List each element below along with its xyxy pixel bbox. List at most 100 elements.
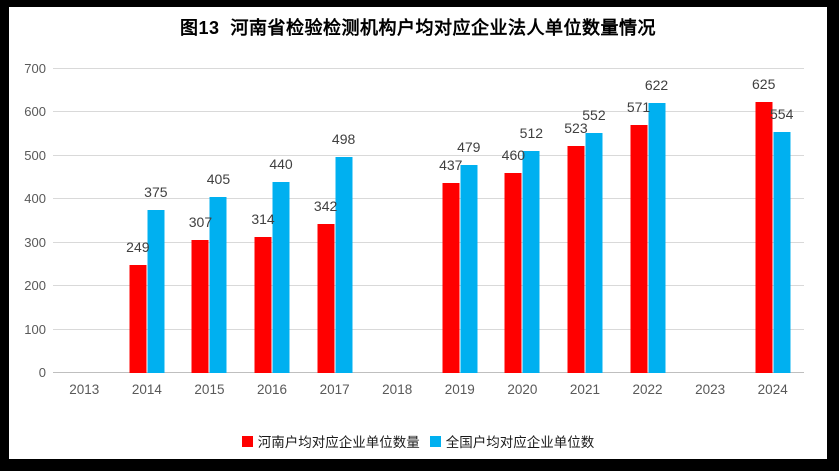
bar-wrap: 554 bbox=[770, 69, 794, 373]
data-label-national_series-2017: 498 bbox=[331, 130, 356, 147]
gridline bbox=[53, 328, 804, 330]
gridline bbox=[53, 285, 804, 287]
category-slot-2014: 249 375 bbox=[116, 69, 179, 373]
category-slot-2019: 437 479 bbox=[429, 69, 492, 373]
y-tick-label: 600 bbox=[24, 104, 46, 120]
bar-national_series-2021 bbox=[585, 133, 603, 373]
bar-henan_series-2015 bbox=[191, 239, 209, 373]
x-axis-line bbox=[53, 372, 804, 373]
bar-wrap: 460 bbox=[501, 69, 526, 373]
plot-area: 249 375 307 405 314 440 342 498 437 479 460 512 523 5… bbox=[53, 68, 804, 373]
bar-pair-2016: 314 440 bbox=[251, 69, 293, 373]
bar-national_series-2024 bbox=[773, 132, 791, 373]
bar-national_series-2015 bbox=[209, 197, 227, 373]
data-label-national_series-2015: 405 bbox=[206, 171, 231, 188]
bar-wrap: 249 bbox=[126, 69, 150, 373]
data-label-henan_series-2022: 571 bbox=[626, 99, 651, 116]
category-slot-2021: 523 552 bbox=[554, 69, 617, 373]
bar-pair-2021: 523 552 bbox=[564, 69, 606, 373]
bar-pair-2014: 249 375 bbox=[126, 69, 168, 373]
category-slot-2020: 460 512 bbox=[491, 69, 554, 373]
y-tick-label: 0 bbox=[38, 365, 46, 380]
data-label-henan_series-2019: 437 bbox=[439, 157, 463, 174]
bar-wrap: 479 bbox=[457, 69, 481, 373]
bar-wrap: 440 bbox=[269, 69, 293, 373]
x-tick-label-2015: 2015 bbox=[194, 382, 225, 397]
gridline bbox=[53, 111, 804, 113]
data-label-henan_series-2021: 523 bbox=[564, 119, 588, 136]
category-slot-2022: 571 622 bbox=[616, 69, 679, 373]
bar-pair-2022: 571 622 bbox=[626, 69, 669, 373]
legend-swatch-icon bbox=[429, 435, 441, 447]
data-label-national_series-2019: 479 bbox=[457, 138, 481, 155]
gridline bbox=[53, 154, 804, 156]
gridline bbox=[53, 68, 804, 69]
bar-national_series-2014 bbox=[147, 210, 165, 373]
data-label-national_series-2016: 440 bbox=[269, 155, 293, 172]
bar-national_series-2022 bbox=[648, 102, 666, 373]
bar-pair-2024: 625 554 bbox=[752, 69, 794, 373]
x-tick-label-2013: 2013 bbox=[69, 382, 100, 397]
x-tick-label-2014: 2014 bbox=[131, 382, 162, 397]
x-tick-label-2021: 2021 bbox=[569, 382, 600, 397]
bar-wrap: 498 bbox=[331, 69, 356, 373]
bar-henan_series-2019 bbox=[442, 183, 460, 373]
bar-henan_series-2016 bbox=[254, 236, 272, 373]
data-label-national_series-2020: 512 bbox=[519, 124, 544, 141]
x-tick-label-2019: 2019 bbox=[444, 382, 475, 397]
data-label-henan_series-2014: 249 bbox=[126, 238, 150, 255]
bar-pair-2015: 307 405 bbox=[188, 69, 231, 373]
x-tick-label-2022: 2022 bbox=[632, 382, 663, 397]
data-label-national_series-2014: 375 bbox=[144, 184, 168, 201]
x-tick-label-2023: 2023 bbox=[695, 382, 726, 397]
category-slot-2016: 314 440 bbox=[241, 69, 304, 373]
bar-national_series-2020 bbox=[522, 150, 540, 373]
bar-wrap: 552 bbox=[582, 69, 606, 373]
bar-henan_series-2014 bbox=[129, 264, 147, 373]
legend-label: 全国户均对应企业单位数 bbox=[445, 435, 595, 450]
legend-item-henan_series: 河南户均对应企业单位数量 bbox=[241, 431, 420, 451]
data-label-national_series-2021: 552 bbox=[582, 107, 606, 124]
data-label-henan_series-2017: 342 bbox=[313, 198, 338, 215]
legend-item-national_series: 全国户均对应企业单位数 bbox=[429, 431, 595, 451]
category-slot-2015: 307 405 bbox=[178, 69, 241, 373]
bar-pair-2019: 437 479 bbox=[439, 69, 481, 373]
x-tick-label-2024: 2024 bbox=[757, 382, 788, 397]
x-tick-label-2016: 2016 bbox=[257, 382, 288, 397]
bar-national_series-2017 bbox=[335, 156, 353, 373]
bar-wrap: 437 bbox=[439, 69, 463, 373]
bar-henan_series-2024 bbox=[755, 101, 773, 373]
x-tick-label-2020: 2020 bbox=[507, 382, 538, 397]
bar-henan_series-2022 bbox=[630, 125, 648, 373]
category-slot-2013 bbox=[53, 69, 116, 373]
data-label-henan_series-2024: 625 bbox=[752, 75, 776, 92]
y-tick-label: 400 bbox=[24, 191, 46, 207]
bar-wrap: 571 bbox=[626, 69, 651, 373]
legend-swatch-icon bbox=[241, 435, 253, 447]
chart-title: 图13 河南省检验检测机构户均对应企业法人单位数量情况 bbox=[179, 18, 657, 38]
y-tick-label: 200 bbox=[24, 278, 46, 294]
data-label-national_series-2024: 554 bbox=[770, 106, 794, 123]
bar-pair-2020: 460 512 bbox=[501, 69, 544, 373]
gridline bbox=[53, 198, 804, 200]
y-tick-label: 500 bbox=[24, 147, 46, 163]
category-slot-2017: 342 498 bbox=[303, 69, 366, 373]
data-label-henan_series-2016: 314 bbox=[251, 210, 275, 227]
bar-henan_series-2021 bbox=[567, 145, 585, 373]
legend-label: 河南户均对应企业单位数量 bbox=[257, 435, 420, 450]
bar-wrap: 625 bbox=[752, 69, 776, 373]
category-slot-2018 bbox=[366, 69, 429, 373]
y-tick-label: 100 bbox=[24, 321, 46, 337]
bar-pair-2017: 342 498 bbox=[313, 69, 356, 373]
data-label-henan_series-2020: 460 bbox=[501, 147, 526, 164]
data-label-national_series-2022: 622 bbox=[644, 76, 669, 93]
bar-wrap: 512 bbox=[519, 69, 544, 373]
bar-wrap: 622 bbox=[644, 69, 669, 373]
x-tick-label-2018: 2018 bbox=[382, 382, 413, 397]
category-slot-2024: 625 554 bbox=[741, 69, 804, 373]
bar-wrap: 375 bbox=[144, 69, 168, 373]
bar-national_series-2016 bbox=[272, 181, 290, 373]
data-label-henan_series-2015: 307 bbox=[188, 213, 213, 230]
bar-wrap: 342 bbox=[313, 69, 338, 373]
